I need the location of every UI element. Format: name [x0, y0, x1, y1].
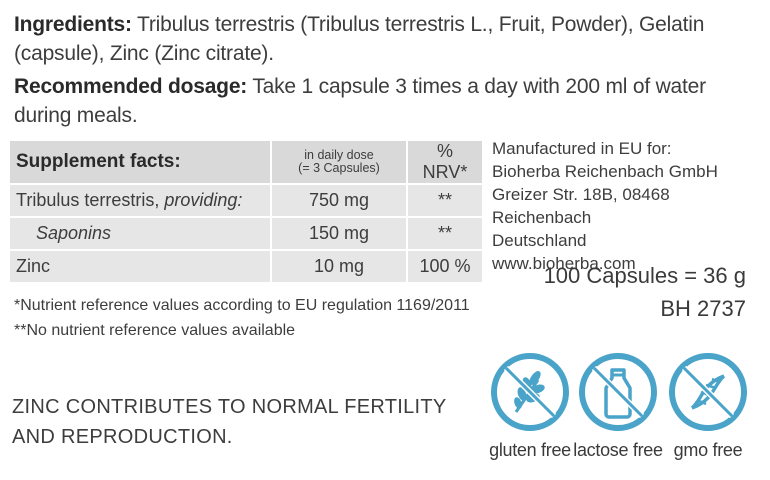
dosage-label: Recommended dosage: [14, 75, 248, 98]
dose-header: in daily dose (= 3 Capsules) [270, 139, 408, 185]
dose-header-line2: (= 3 Capsules) [298, 161, 380, 175]
manufacturer-line: Greizer Str. 18B, 08468 Reichenbach [492, 185, 670, 227]
gmo-free-label: gmo free [673, 440, 743, 460]
ingredients-text: Tribulus terrestris (Tribulus terrestris… [14, 13, 705, 65]
batch-code: BH 2737 [660, 296, 746, 321]
facts-row-nrv: ** [406, 183, 484, 218]
facts-row-name: Tribulus terrestris, providing: [8, 183, 272, 218]
milk-bottle-crossed-icon [579, 353, 657, 431]
facts-row-name: Zinc [8, 249, 272, 284]
footnotes: *Nutrient reference values according to … [14, 293, 470, 343]
dosage-text: Take 1 capsule 3 times a day with 200 ml… [14, 75, 706, 127]
manufacturer-line: Deutschland [492, 231, 587, 250]
health-claim-line: ZINC CONTRIBUTES TO NORMAL FERTILITY [12, 396, 447, 418]
gmo-free-badge: gmo free [663, 350, 753, 461]
wheat-crossed-icon [491, 353, 569, 431]
ingredients-label: Ingredients: [14, 13, 132, 36]
facts-row-nrv: ** [406, 216, 484, 251]
facts-title: Supplement facts: [8, 139, 272, 185]
facts-row-name-italic: providing: [164, 190, 243, 210]
facts-row-name: Saponins [8, 216, 272, 251]
gluten-free-badge: gluten free [485, 350, 575, 461]
facts-row: Tribulus terrestris, providing: 750 mg *… [8, 183, 484, 218]
facts-row-value: 750 mg [270, 183, 408, 218]
lactose-free-label: lactose free [573, 440, 663, 460]
facts-row-value: 10 mg [270, 249, 408, 284]
manufacturer-website: www.bioherba.com [492, 254, 636, 273]
health-claim-line: AND REPRODUCTION. [12, 426, 233, 448]
free-from-badges: gluten free lactose free gmo free [485, 350, 765, 470]
facts-row-name-main: Tribulus terrestris, [16, 190, 165, 210]
health-claim: ZINC CONTRIBUTES TO NORMAL FERTILITY AND… [12, 392, 447, 452]
dna-crossed-icon [669, 353, 747, 431]
manufacturer-line: Bioherba Reichenbach GmbH [492, 162, 718, 181]
dosage-paragraph: Recommended dosage: Take 1 capsule 3 tim… [14, 72, 754, 130]
gluten-free-label: gluten free [489, 440, 571, 460]
manufacturer-block: Manufactured in EU for: Bioherba Reichen… [492, 137, 770, 275]
facts-header-row: Supplement facts: in daily dose (= 3 Cap… [8, 139, 484, 185]
lactose-free-badge: lactose free [573, 350, 663, 461]
package-info: 100 Capsules = 36 g BH 2737 [544, 259, 746, 325]
package-quantity: 100 Capsules = 36 g [543, 263, 746, 288]
nrv-header: % NRV* [406, 139, 484, 185]
facts-row: Saponins 150 mg ** [8, 216, 484, 251]
supplement-facts-table: Supplement facts: in daily dose (= 3 Cap… [8, 139, 484, 284]
facts-row-nrv: 100 % [406, 249, 484, 284]
dose-header-line1: in daily dose [304, 148, 374, 162]
ingredients-paragraph: Ingredients: Tribulus terrestris (Tribul… [14, 10, 754, 68]
facts-row: Zinc 10 mg 100 % [8, 249, 484, 284]
manufacturer-line: Manufactured in EU for: [492, 139, 672, 158]
facts-row-value: 150 mg [270, 216, 408, 251]
no-nrv-footnote: **No nutrient reference values available [14, 322, 296, 339]
nrv-footnote: *Nutrient reference values according to … [14, 297, 470, 314]
